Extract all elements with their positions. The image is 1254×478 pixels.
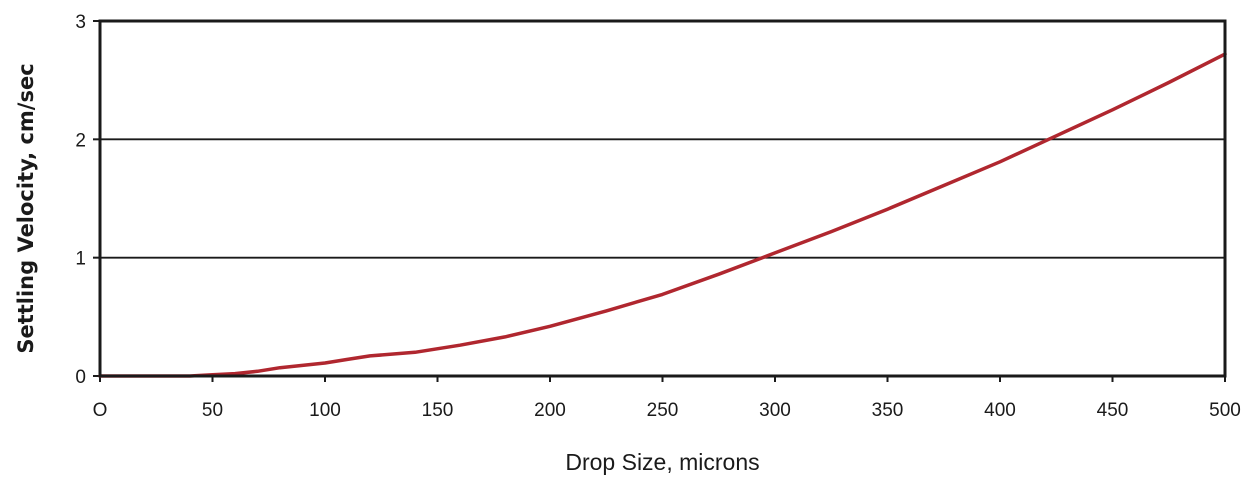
x-tick-label-7: 350 <box>872 400 904 421</box>
y-tick-label-1: 1 <box>75 249 86 270</box>
x-tick-label-9: 450 <box>1097 400 1129 421</box>
series-layer <box>98 52 1227 378</box>
grid-lines <box>100 138 1225 259</box>
y-tick-label-0: 0 <box>75 367 86 388</box>
x-tick-label-5: 250 <box>647 400 679 421</box>
x-tick-label-6: 300 <box>759 400 791 421</box>
x-axis-ticks: O 50 100 150 200 250 300 350 400 450 500 <box>93 376 1241 421</box>
y-axis-title: Settling Velocity, cm/sec <box>14 63 38 353</box>
x-tick-label-0: O <box>93 400 108 421</box>
x-axis-title: Drop Size, microns <box>565 449 759 475</box>
x-tick-label-10: 500 <box>1209 400 1241 421</box>
x-tick-label-8: 400 <box>984 400 1016 421</box>
x-tick-label-4: 200 <box>534 400 566 421</box>
y-tick-label-3: 3 <box>75 12 86 33</box>
y-axis-ticks: 0 1 2 3 <box>75 12 100 388</box>
plot-frame <box>98 19 1227 378</box>
y-tick-label-2: 2 <box>75 130 86 151</box>
series-line-0 <box>98 52 1227 378</box>
x-tick-label-1: 50 <box>202 400 223 421</box>
x-tick-label-3: 150 <box>422 400 454 421</box>
x-tick-label-2: 100 <box>309 400 341 421</box>
